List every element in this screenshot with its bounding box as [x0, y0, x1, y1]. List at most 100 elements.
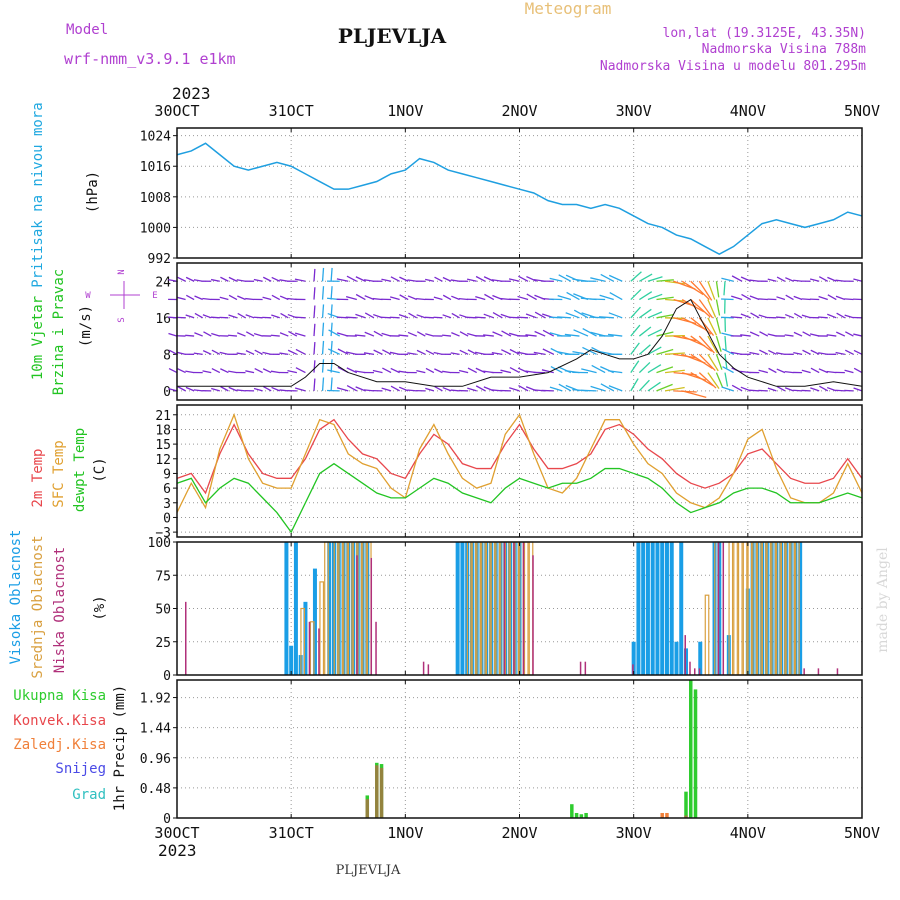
wind-arrow — [210, 316, 220, 319]
wind-arrow — [294, 332, 306, 337]
wind-arrow — [313, 341, 316, 355]
wind-arrow — [228, 276, 238, 282]
wind-arrow — [372, 369, 383, 374]
wind-arrow — [835, 295, 846, 301]
wind-arrow — [784, 387, 794, 392]
wind-arrow — [262, 296, 272, 301]
wind-arrow — [219, 296, 229, 301]
precip-total-bar — [584, 812, 588, 818]
wind-arrow — [416, 331, 426, 337]
wind-arrow — [740, 313, 751, 319]
wind-arrow — [211, 387, 220, 392]
wind-arrow — [390, 367, 400, 374]
wind-arrow — [330, 377, 333, 391]
wind-arrow — [589, 298, 606, 301]
wind-arrow — [517, 295, 529, 301]
wind-arrow — [458, 369, 469, 374]
cloud-high-bar — [669, 542, 674, 675]
wind-arrow — [294, 387, 306, 392]
cloud-low-bar — [717, 542, 720, 675]
cloud-high-bar — [284, 542, 289, 675]
credit-label: made by Angel — [875, 547, 891, 653]
wind-arrow — [194, 332, 203, 337]
wind-arrow — [721, 386, 734, 392]
wind-arrow — [566, 291, 580, 301]
wind-arrow — [262, 276, 272, 282]
wind-arrow — [731, 275, 743, 282]
wind-arrow — [202, 350, 212, 355]
wind-arrow — [740, 334, 751, 337]
day-tick-bottom: 5NOV — [844, 824, 880, 842]
wind-arrow — [355, 313, 366, 319]
wind-arrow — [262, 368, 272, 374]
y-tick-label: 0 — [163, 812, 171, 827]
wind-arrow — [664, 386, 685, 392]
wind-arrow — [346, 384, 358, 392]
day-tick-top: 30OCT — [154, 102, 199, 120]
wind-arrow — [630, 288, 642, 300]
wind-arrow — [758, 369, 768, 374]
wind-arrow — [730, 316, 743, 319]
wind-arrow — [220, 386, 229, 392]
precip-conv-bar — [684, 815, 688, 818]
wind-arrow — [715, 354, 723, 370]
wind-arrow — [381, 278, 392, 282]
wind-arrow — [372, 297, 383, 301]
dewpoint-line — [176, 462, 863, 534]
wind-arrow — [607, 370, 623, 374]
wind-arrow — [638, 308, 652, 319]
wind-arrow — [321, 322, 325, 337]
wind-arrow — [647, 293, 663, 301]
cloud-low-bar — [632, 664, 634, 675]
wind-arrow — [442, 294, 452, 301]
wind-arrow — [509, 367, 520, 374]
wind-arrow — [271, 294, 281, 301]
day-tick-top: 31OCT — [269, 102, 314, 120]
wind-arrow — [382, 349, 392, 355]
wind-arrow — [768, 367, 777, 374]
wind-arrow — [750, 312, 760, 319]
cloud-high-bar — [293, 542, 298, 675]
wind-arrow — [638, 326, 652, 337]
temp-ylabel-2: SFC Temp — [51, 440, 67, 507]
cloud-high-bar — [698, 641, 703, 675]
model-label: Model — [66, 22, 108, 38]
wind-arrow — [647, 311, 663, 319]
wind-arrow — [630, 306, 641, 319]
wind-arrow — [722, 366, 734, 374]
wind-unit: (m/s) — [78, 305, 94, 347]
y-tick-label: 1.44 — [140, 722, 171, 737]
wind-arrow — [294, 316, 306, 319]
cloud-high-bar — [674, 641, 679, 675]
wind-arrow — [721, 277, 734, 282]
cloud-low-bar — [422, 661, 425, 675]
cloud-ylabel-1: Visoka Oblacnost — [8, 530, 24, 665]
y-tick-label: 0.96 — [140, 752, 171, 767]
wind-arrow — [185, 386, 195, 392]
wind-arrow — [609, 292, 623, 301]
wind-arrow — [541, 369, 554, 374]
wind-arrow — [715, 281, 720, 298]
wind-arrow — [608, 274, 623, 282]
wind-arrow — [600, 383, 615, 392]
wind-arrow — [647, 364, 662, 374]
wind-arrow — [390, 385, 400, 392]
wind-arrow — [321, 377, 325, 391]
wind-arrow — [425, 333, 435, 337]
wind-arrow — [450, 389, 460, 392]
wind-arrow — [758, 314, 769, 319]
wind-arrow — [433, 351, 443, 355]
wind-arrow — [818, 316, 828, 319]
wind-arrow — [784, 313, 794, 319]
wind-arrow — [253, 316, 263, 319]
wind-arrow — [793, 279, 803, 282]
wind-arrow — [630, 342, 640, 355]
wind-arrow — [253, 387, 263, 392]
wind-arrow — [549, 277, 563, 282]
wind-arrow — [681, 280, 704, 296]
compass-south: S — [117, 317, 127, 322]
cloud-high-bar — [645, 542, 650, 675]
wind-arrow — [767, 387, 777, 392]
wind-arrow — [194, 295, 203, 301]
